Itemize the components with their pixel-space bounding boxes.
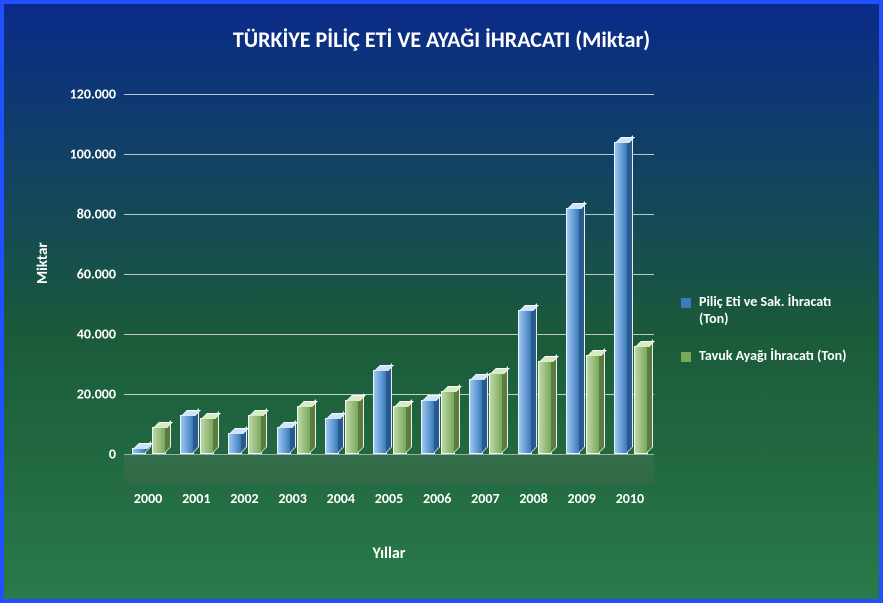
- x-tick-label: 2008: [519, 484, 547, 507]
- chart-floor: [124, 454, 654, 484]
- bar: [566, 208, 580, 454]
- legend-item: Piliç Eti ve Sak. İhracatı (Ton): [681, 294, 851, 328]
- bar: [297, 406, 311, 454]
- bar: [200, 418, 214, 454]
- x-tick-label: 2010: [616, 484, 644, 507]
- x-tick-label: 2002: [230, 484, 258, 507]
- x-tick-label: 2006: [423, 484, 451, 507]
- bar: [277, 427, 291, 454]
- x-tick-label: 2007: [471, 484, 499, 507]
- bar: [586, 355, 600, 454]
- bar: [538, 361, 552, 454]
- y-axis-label: Miktar: [34, 242, 52, 284]
- plot-area: 020.00040.00060.00080.000100.000120.000 …: [124, 94, 654, 484]
- x-tick-label: 2004: [327, 484, 355, 507]
- bar: [634, 346, 648, 454]
- y-tick-label: 20.000: [77, 386, 124, 403]
- x-tick-label: 2009: [568, 484, 596, 507]
- y-tick-label: 120.000: [70, 86, 124, 103]
- x-axis-label: Yıllar: [124, 544, 654, 563]
- bar: [325, 418, 339, 454]
- y-tick-label: 60.000: [77, 266, 124, 283]
- bar: [614, 142, 628, 454]
- bar: [248, 415, 262, 454]
- y-tick-label: 100.000: [70, 146, 124, 163]
- bar: [152, 427, 166, 454]
- y-tick-label: 0: [109, 446, 124, 463]
- x-tick-label: 2005: [375, 484, 403, 507]
- bars-layer: [124, 94, 654, 454]
- legend-swatch: [681, 352, 691, 362]
- chart-title: TÜRKİYE PİLİÇ ETİ VE AYAĞI İHRACATI (Mik…: [4, 26, 879, 53]
- bar: [180, 415, 194, 454]
- legend-swatch: [681, 298, 691, 308]
- x-tick-label: 2000: [134, 484, 162, 507]
- legend-item: Tavuk Ayağı İhracatı (Ton): [681, 348, 851, 365]
- bar: [441, 391, 455, 454]
- bar: [132, 448, 146, 454]
- x-tick-label: 2003: [278, 484, 306, 507]
- bar: [489, 373, 503, 454]
- legend: Piliç Eti ve Sak. İhracatı (Ton) Tavuk Ay…: [681, 294, 851, 384]
- y-tick-label: 80.000: [77, 206, 124, 223]
- legend-label: Tavuk Ayağı İhracatı (Ton): [699, 348, 846, 365]
- legend-label: Piliç Eti ve Sak. İhracatı (Ton): [699, 294, 851, 328]
- bar: [421, 400, 435, 454]
- x-tick-label: 2001: [182, 484, 210, 507]
- bar: [373, 370, 387, 454]
- bar: [469, 379, 483, 454]
- bar: [518, 310, 532, 454]
- bar: [228, 433, 242, 454]
- bar: [345, 400, 359, 454]
- y-tick-label: 40.000: [77, 326, 124, 343]
- bar: [393, 406, 407, 454]
